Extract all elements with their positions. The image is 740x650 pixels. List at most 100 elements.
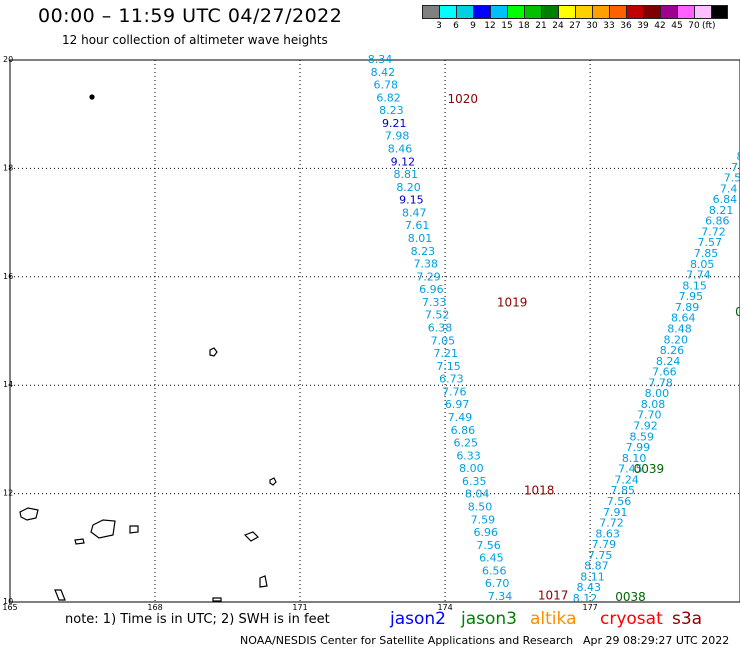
map-frame xyxy=(9,59,740,603)
pass-time-label: 1019 xyxy=(497,296,528,310)
swh-value: 7.95 xyxy=(679,290,704,303)
swh-value: 8.46 xyxy=(388,143,413,156)
swh-value: 7.99 xyxy=(626,441,651,454)
swh-value: 9.12 xyxy=(391,155,416,168)
swh-value: 7.56 xyxy=(607,495,632,508)
island xyxy=(19,507,39,521)
islands xyxy=(19,94,277,602)
swh-value: 6.56 xyxy=(482,564,507,577)
swh-value: 8.01 xyxy=(408,232,433,245)
colorbar-label: 21 xyxy=(535,21,547,31)
swh-value: 6.84 xyxy=(713,193,738,206)
colorbar-label: 27 xyxy=(569,21,581,31)
swh-value: 7.89 xyxy=(675,301,700,314)
track-values: 8.348.426.786.828.239.217.988.469.128.81… xyxy=(368,53,740,605)
swh-value: 7.79 xyxy=(592,538,617,551)
swh-value: 8.87 xyxy=(584,560,609,573)
swh-value: 7.34 xyxy=(488,590,513,603)
colorbar-label: 15 xyxy=(501,21,513,31)
y-tick-label: 20 xyxy=(3,55,13,64)
swh-value: 8 xyxy=(737,150,740,163)
colorbar-swatch xyxy=(473,5,490,19)
x-tick-label: 171 xyxy=(292,603,307,612)
swh-value: 7.4 xyxy=(720,182,738,195)
swh-value: 8.11 xyxy=(580,570,605,583)
pass-time-label: 0039 xyxy=(634,462,665,476)
colorbar-label: 45 xyxy=(671,21,683,31)
colorbar-label: 18 xyxy=(518,21,530,31)
swh-value: 6.82 xyxy=(376,91,401,104)
swh-value: 8.59 xyxy=(629,430,654,443)
swh-value: 7.61 xyxy=(405,219,430,232)
y-tick-label: 14 xyxy=(3,380,13,389)
colorbar-swatch xyxy=(626,5,643,19)
swh-value: 6.96 xyxy=(473,526,498,539)
colorbar-swatch xyxy=(490,5,507,19)
swh-value: 8.50 xyxy=(468,501,493,514)
wave-height-colorbar xyxy=(422,5,728,19)
swh-value: 8.00 xyxy=(459,462,484,475)
swh-value: 7.74 xyxy=(686,269,711,282)
colorbar-label: 42 xyxy=(654,21,666,31)
island xyxy=(243,531,259,542)
swh-value: 8.12 xyxy=(573,592,598,605)
swh-value: 8.21 xyxy=(709,204,734,217)
pass-time-label: 0038 xyxy=(615,590,646,604)
credit: NOAA/NESDIS Center for Satellite Applica… xyxy=(240,634,574,647)
colorbar-swatch xyxy=(677,5,694,19)
colorbar-swatch xyxy=(558,5,575,19)
swh-value: 7.85 xyxy=(611,484,636,497)
swh-value: 6.97 xyxy=(445,398,470,411)
colorbar-swatch xyxy=(575,5,592,19)
x-tick-label: 174 xyxy=(437,603,452,612)
colorbar-swatch xyxy=(524,5,541,19)
swh-value: 7.98 xyxy=(385,130,410,143)
swh-value: 7.78 xyxy=(648,376,673,389)
swh-value: 8.64 xyxy=(671,312,696,325)
pass-time-label: 0041 xyxy=(735,305,740,319)
swh-value: 7.92 xyxy=(633,420,658,433)
swh-value: 7.24 xyxy=(614,473,639,486)
legend-altika: altika xyxy=(530,609,577,629)
page-title: 00:00 – 11:59 UTC 04/27/2022 xyxy=(38,5,343,27)
island xyxy=(212,597,222,602)
colorbar-label: 24 xyxy=(552,21,564,31)
swh-value: 7.21 xyxy=(433,347,458,360)
swh-value: 8.81 xyxy=(393,168,418,181)
colorbar-swatch xyxy=(456,5,473,19)
island xyxy=(74,538,85,545)
swh-value: 7.33 xyxy=(422,296,447,309)
swh-value: 7.72 xyxy=(599,517,624,530)
colorbar-label: 70 xyxy=(688,21,700,31)
swh-value: 7.52 xyxy=(425,309,450,322)
legend-s3a: s3a xyxy=(672,609,703,629)
swh-value: 7.38 xyxy=(413,258,438,271)
y-tick-label: 16 xyxy=(3,272,13,281)
swh-value: 7.85 xyxy=(694,247,719,260)
legend-cryosat: cryosat xyxy=(600,609,663,629)
swh-value: 7.72 xyxy=(701,225,726,238)
island xyxy=(269,477,277,486)
swh-value: 6.45 xyxy=(479,552,504,565)
colorbar-label: 33 xyxy=(603,21,615,31)
colorbar-swatch xyxy=(660,5,677,19)
y-tick-label: 10 xyxy=(3,597,13,606)
swh-value: 6.73 xyxy=(439,373,464,386)
swh-value: 6.70 xyxy=(485,577,510,590)
island xyxy=(54,589,66,601)
swh-value: 9.21 xyxy=(382,117,407,130)
swh-value: 7.5 xyxy=(724,172,740,185)
swh-value: 7.05 xyxy=(431,334,456,347)
x-tick-label: 165 xyxy=(2,603,17,612)
footnote: note: 1) Time is in UTC; 2) SWH is in fe… xyxy=(65,612,330,627)
swh-value: 6.78 xyxy=(373,79,398,92)
swh-value: 7.49 xyxy=(448,411,473,424)
colorbar-swatch xyxy=(422,5,439,19)
swh-value: 8.23 xyxy=(411,245,436,258)
swh-value: 8.20 xyxy=(396,181,421,194)
swh-value: 6.38 xyxy=(428,322,453,335)
swh-value: 7.45 xyxy=(618,463,643,476)
island xyxy=(89,94,95,100)
swh-value: 6.33 xyxy=(456,449,481,462)
